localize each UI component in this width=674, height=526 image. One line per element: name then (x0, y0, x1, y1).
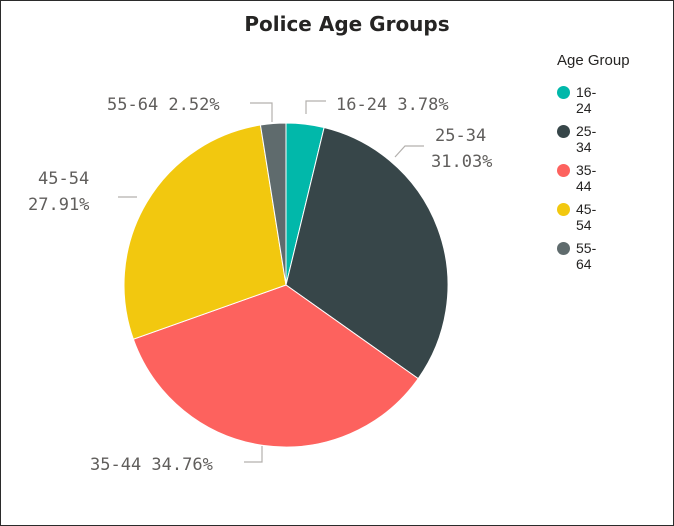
data-label-25-34-value: 31.03% (431, 152, 492, 172)
pie-slice-25-34[interactable] (285, 126, 449, 380)
legend-label: 35-44 (576, 162, 597, 194)
pie-slice-35-44[interactable] (132, 284, 419, 448)
legend-swatch (557, 125, 570, 138)
legend-label: 16-24 (576, 84, 597, 116)
leader-lines (118, 100, 424, 463)
data-label-35-44: 35-44 34.76% (90, 455, 213, 475)
leader-line-25-34 (394, 145, 424, 158)
chart-title: Police Age Groups (244, 12, 450, 36)
leader-line-35-44 (244, 446, 263, 463)
legend-title: Age Group (557, 52, 630, 69)
pie-slices (123, 122, 449, 448)
pie-slice-45-54[interactable] (123, 124, 287, 340)
legend-swatch (557, 203, 570, 216)
legend-label: 45-54 (576, 201, 597, 233)
legend-swatch (557, 86, 570, 99)
data-label-16-24: 16-24 3.78% (336, 95, 449, 115)
legend-label: 55-64 (576, 240, 597, 272)
data-label-45-54-category: 45-54 (38, 169, 89, 189)
pie-slice-55-64[interactable] (259, 122, 287, 286)
legend-swatch (557, 164, 570, 177)
data-label-45-54-value: 27.91% (28, 195, 89, 215)
data-label-25-34-category: 25-34 (435, 126, 486, 146)
legend-swatch (557, 242, 570, 255)
leader-line-16-24 (305, 100, 326, 114)
data-label-55-64: 55-64 2.52% (107, 95, 220, 115)
leader-line-55-64 (250, 102, 273, 122)
legend-label: 25-34 (576, 123, 597, 155)
